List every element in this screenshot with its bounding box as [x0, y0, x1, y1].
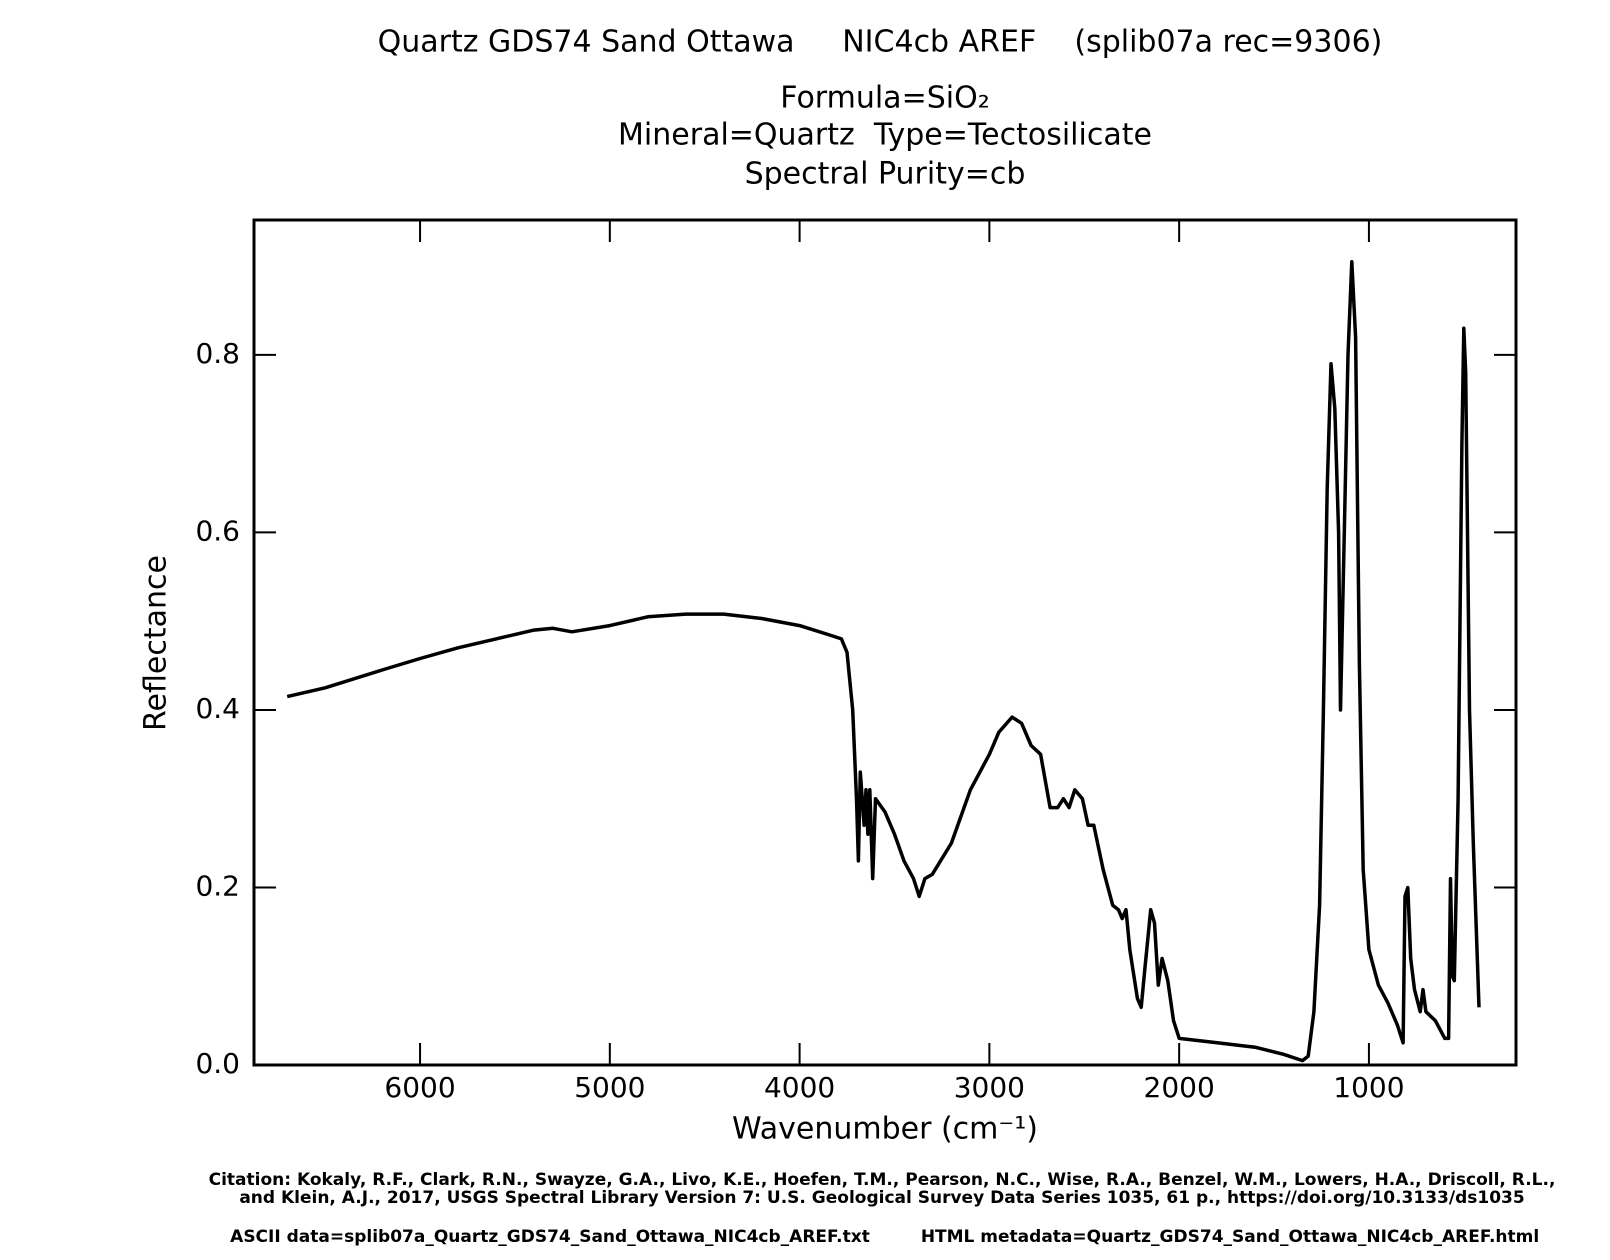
- x-tick-label: 1000: [1333, 1071, 1404, 1104]
- y-tick-label: 0.6: [195, 514, 240, 547]
- y-axis-label: Reflectance: [139, 555, 174, 731]
- y-tick-label: 0.0: [195, 1047, 240, 1080]
- footer-note: ASCII data=splib07a_Quartz_GDS74_Sand_Ot…: [230, 1227, 870, 1247]
- subtitle: Mineral=Quartz Type=Tectosilicate: [618, 118, 1152, 153]
- x-tick-label: 2000: [1144, 1071, 1215, 1104]
- x-tick-label: 6000: [384, 1071, 455, 1104]
- citation: and Klein, A.J., 2017, USGS Spectral Lib…: [239, 1188, 1524, 1208]
- y-tick-label: 0.4: [195, 692, 240, 725]
- spectrum-line: [286, 259, 1481, 1063]
- x-tick-label: 5000: [574, 1071, 645, 1104]
- chart-title: Quartz GDS74 Sand Ottawa NIC4cb AREF (sp…: [378, 25, 1383, 60]
- plot-frame: [252, 218, 1518, 1067]
- subtitle: Formula=SiO₂: [780, 81, 989, 116]
- x-tick-label: 3000: [954, 1071, 1025, 1104]
- subtitle: Spectral Purity=cb: [745, 157, 1026, 192]
- y-tick-label: 0.8: [195, 337, 240, 370]
- y-tick-label: 0.2: [195, 869, 240, 902]
- citation: Citation: Kokaly, R.F., Clark, R.N., Swa…: [209, 1170, 1556, 1190]
- x-axis-label: Wavenumber (cm⁻¹): [732, 1112, 1038, 1147]
- x-tick-label: 4000: [764, 1071, 835, 1104]
- footer-note: HTML metadata=Quartz_GDS74_Sand_Ottawa_N…: [921, 1227, 1539, 1247]
